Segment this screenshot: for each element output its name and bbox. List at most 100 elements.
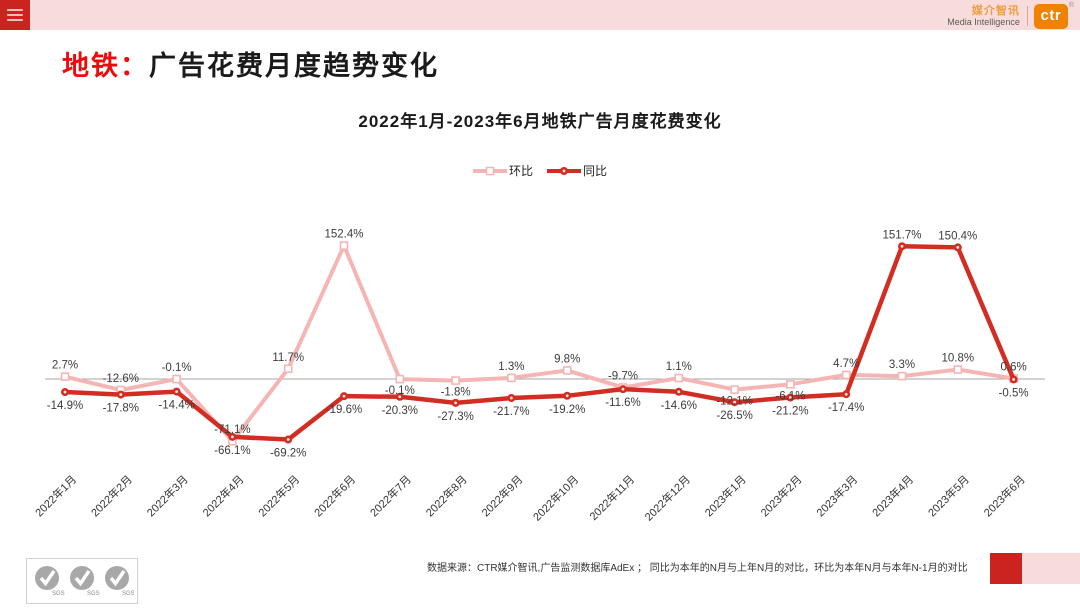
data-label: -12.1% — [716, 396, 752, 408]
x-axis-label: 2022年4月 — [199, 472, 246, 519]
data-label: -0.1% — [385, 385, 415, 397]
series-line-0 — [63, 243, 1016, 444]
data-label: -0.1% — [162, 362, 192, 374]
data-label: 11.7% — [272, 352, 304, 364]
data-point-marker — [507, 373, 516, 383]
data-label: -11.6% — [605, 397, 641, 409]
x-axis-label: 2022年8月 — [423, 472, 470, 519]
data-source-note: 数据来源：CTR媒介智讯,广告监测数据库AdEx ； 同比为本年的N月与上年N月… — [427, 563, 968, 574]
data-label: -27.3% — [437, 411, 473, 423]
data-label: -19.2% — [549, 404, 585, 416]
brand-divider — [1026, 6, 1028, 26]
x-axis-label: 2022年9月 — [478, 472, 525, 519]
data-point-marker-center — [231, 435, 234, 439]
data-label: -12.6% — [103, 373, 139, 385]
data-point-marker — [60, 372, 70, 381]
data-label: 4.7% — [833, 358, 859, 370]
data-label: -14.6% — [661, 400, 697, 412]
data-label: 1.1% — [666, 361, 692, 373]
data-point-marker-center — [956, 246, 960, 249]
page-title-highlight: 地铁： — [62, 51, 149, 81]
data-point-marker-center — [733, 400, 736, 404]
brand-name-cn: 媒介智讯 — [971, 4, 1020, 17]
brand-text: 媒介智讯 Media Intelligence — [947, 4, 1020, 27]
chart-legend: 环比 同比 — [0, 162, 1080, 179]
x-axis-label: 2023年2月 — [757, 472, 804, 519]
huanbi-line-marker-icon — [472, 166, 507, 175]
svg-text:SGS: SGS — [87, 591, 100, 597]
x-axis-label: 2022年3月 — [144, 472, 191, 519]
data-label: -0.5% — [999, 387, 1029, 399]
x-axis-label: 2022年2月 — [88, 472, 135, 519]
x-axis-label: 2023年4月 — [869, 472, 916, 519]
data-label: 1.3% — [498, 361, 524, 373]
x-axis-label: 2022年7月 — [367, 472, 414, 519]
data-label: -14.9% — [47, 400, 83, 412]
data-point-marker-center — [454, 401, 457, 405]
x-axis-label: 2023年1月 — [702, 472, 749, 519]
legend-label-tongbi: 同比 — [583, 164, 608, 178]
legend-item-tongbi: 同比 — [547, 162, 607, 179]
data-label: -19.6% — [326, 404, 362, 416]
data-label: 3.3% — [889, 359, 915, 371]
data-point-marker-center — [1012, 378, 1015, 381]
page-title-rest: 广告花费月度趋势变化 — [149, 51, 439, 81]
registered-trademark-icon: ® — [1068, 2, 1074, 9]
x-axis-label: 2023年6月 — [981, 472, 1028, 519]
data-point-marker — [897, 371, 907, 381]
data-point-marker-center — [621, 387, 625, 391]
data-point-marker — [786, 380, 795, 389]
data-label: -9.7% — [608, 370, 638, 382]
ctr-logo: ctr — [1033, 3, 1068, 29]
data-label: 150.4% — [938, 230, 977, 242]
brand-logo: 媒介智讯 Media Intelligence ctr ® — [947, 2, 1074, 30]
data-point-marker-center — [342, 394, 346, 398]
data-point-marker-center — [175, 390, 179, 393]
x-axis-label: 2022年11月 — [586, 472, 637, 523]
menu-button[interactable] — [0, 0, 30, 30]
data-point-marker-center — [900, 244, 904, 248]
data-label: -17.8% — [103, 403, 139, 415]
header-bar: 媒介智讯 Media Intelligence ctr ® — [0, 0, 1080, 30]
data-point-marker — [172, 374, 181, 384]
brand-name-en: Media Intelligence — [947, 16, 1020, 27]
page-title: 地铁：广告花费月度趋势变化 — [62, 44, 439, 83]
legend-label-huanbi: 环比 — [508, 164, 533, 178]
data-point-marker-center — [286, 438, 290, 441]
data-point-marker — [841, 370, 851, 380]
data-label: -69.2% — [270, 448, 306, 460]
data-label: -17.4% — [828, 402, 864, 414]
x-axis-label: 2022年12月 — [642, 472, 693, 523]
data-point-marker — [395, 374, 405, 384]
x-axis-label: 2022年10月 — [530, 472, 581, 523]
hamburger-icon — [7, 9, 23, 21]
data-point-marker-center — [789, 396, 792, 399]
data-label: 151.7% — [882, 229, 921, 241]
svg-text:SGS: SGS — [52, 591, 65, 597]
data-point-marker — [339, 241, 349, 250]
data-point-marker-center — [63, 390, 67, 394]
x-axis-label: 2023年3月 — [813, 472, 860, 519]
footer-accent-pink — [1022, 553, 1080, 584]
data-point-marker-center — [398, 395, 402, 399]
data-label: 10.8% — [941, 353, 974, 365]
data-label: -6.1% — [775, 390, 805, 402]
data-label: 0.6% — [1000, 361, 1026, 373]
data-point-marker-center — [565, 394, 569, 398]
data-point-marker-center — [119, 393, 123, 396]
data-point-marker-center — [677, 390, 681, 394]
legend-item-huanbi: 环比 — [472, 162, 533, 179]
data-label: -66.1% — [214, 445, 250, 457]
data-point-marker-center — [844, 392, 848, 396]
data-point-marker — [283, 364, 293, 374]
data-point-marker — [674, 373, 684, 383]
data-label: 2.7% — [52, 360, 78, 372]
x-axis-label: 2022年1月 — [32, 472, 79, 519]
svg-text:SGS: SGS — [122, 591, 134, 597]
sgs-badges-icon: SGS SGS SGS — [35, 566, 134, 597]
chart-title: 2022年1月-2023年6月地铁广告月度花费变化 — [358, 112, 722, 131]
data-label: 152.4% — [324, 229, 363, 241]
data-label: -20.3% — [382, 405, 418, 417]
data-label: -71.1% — [214, 424, 250, 436]
